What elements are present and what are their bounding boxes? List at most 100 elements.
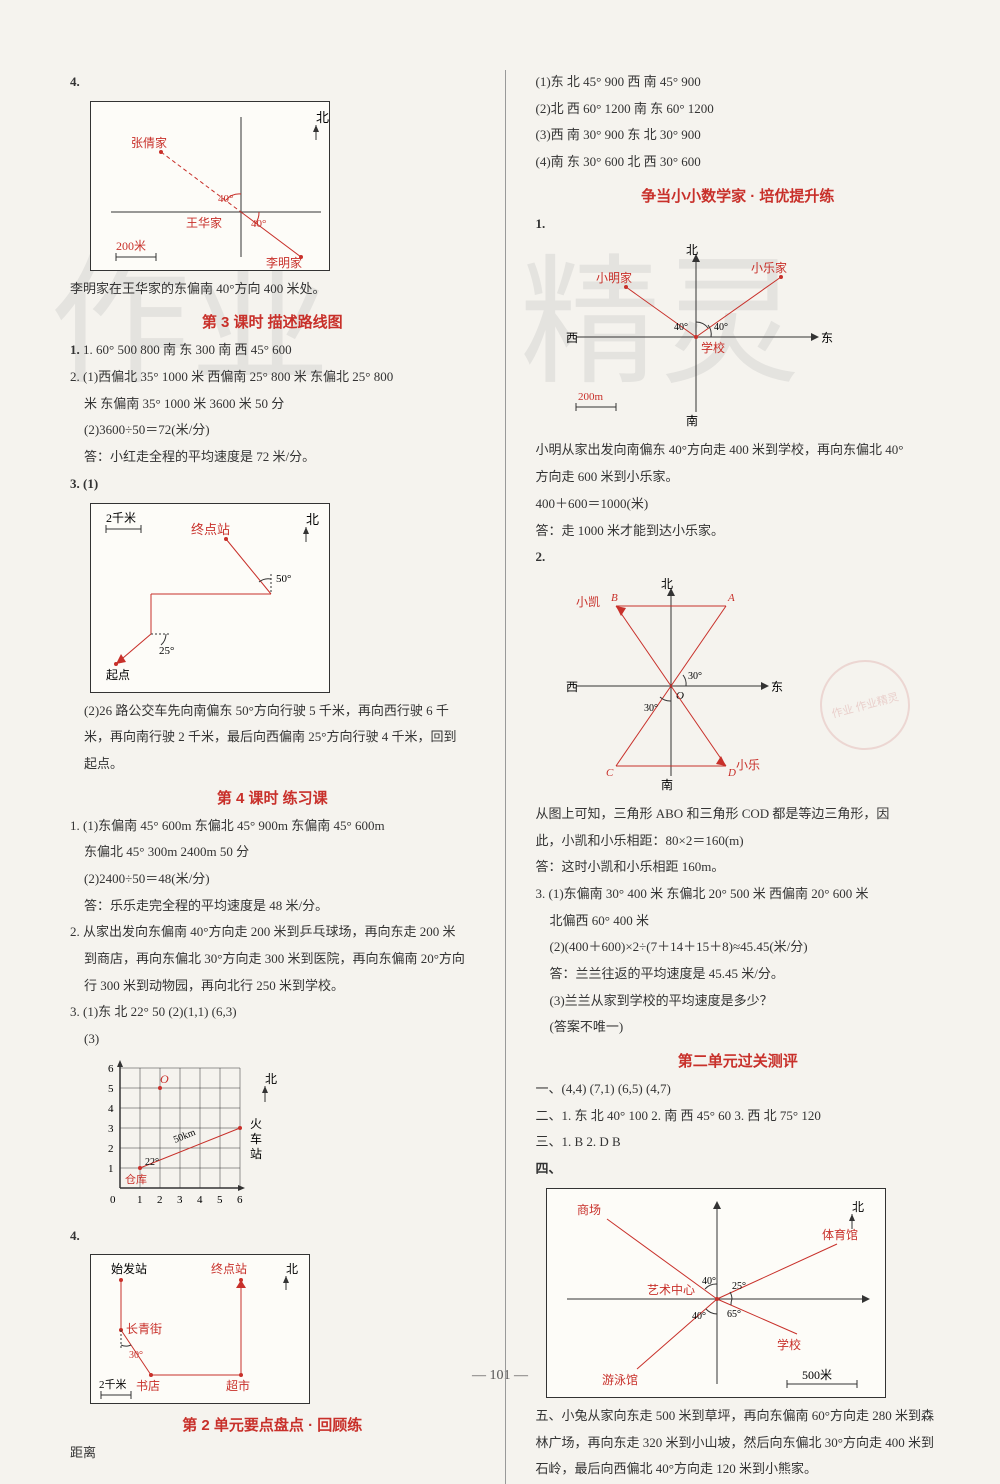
svg-text:O: O bbox=[676, 690, 684, 702]
rq2: 2. bbox=[536, 545, 941, 570]
r5b: 方向走 600 米到小乐家。 bbox=[536, 465, 941, 490]
svg-text:200米: 200米 bbox=[116, 239, 146, 253]
svg-text:2: 2 bbox=[157, 1194, 163, 1206]
r6c: 答：这时小凯和小乐相距 160m。 bbox=[536, 855, 941, 880]
r7e: (3)兰兰从家到学校的平均速度是多少？ bbox=[536, 989, 941, 1014]
svg-text:小乐: 小乐 bbox=[736, 758, 760, 772]
svg-text:25°: 25° bbox=[159, 645, 174, 657]
svg-text:小凯: 小凯 bbox=[576, 595, 600, 609]
l3-2a: 2. (1)西偏北 35° 1000 米 西偏南 25° 800 米 东偏北 2… bbox=[70, 365, 475, 390]
svg-text:终点站: 终点站 bbox=[191, 522, 230, 537]
svg-text:3: 3 bbox=[108, 1123, 114, 1135]
two-column-layout: 4. 北 张倩家 王华家 李明家 40° 40° bbox=[70, 70, 940, 1484]
diagram-2: 北 2千米 终点站 起点 50° bbox=[90, 503, 330, 693]
svg-text:始发站: 始发站 bbox=[111, 1261, 147, 1276]
t1: 一、(4,4) (7,1) (6,5) (4,7) bbox=[536, 1077, 941, 1102]
title-lesson4: 第 4 课时 练习课 bbox=[70, 787, 475, 808]
r2: (2)北 西 60° 1200 南 东 60° 1200 bbox=[536, 97, 941, 122]
svg-text:南: 南 bbox=[686, 413, 698, 428]
svg-text:0: 0 bbox=[110, 1194, 116, 1206]
svg-text:王华家: 王华家 bbox=[186, 215, 222, 230]
rq1: 1. bbox=[536, 212, 941, 237]
l3-3c: 米，再向南行驶 2 千米，最后向西偏南 25°方向行驶 4 千米，回到 bbox=[70, 725, 475, 750]
l3-2b: 米 东偏南 35° 1000 米 3600 米 50 分 bbox=[70, 392, 475, 417]
svg-text:40°: 40° bbox=[692, 1311, 706, 1322]
l4-2c: 行 300 米到动物园，再向北行 250 米到学校。 bbox=[70, 974, 475, 999]
svg-text:25°: 25° bbox=[732, 1281, 746, 1292]
l3-3d: 起点。 bbox=[70, 752, 475, 777]
svg-text:A: A bbox=[727, 592, 735, 604]
l3-2d: 答：小红走全程的平均速度是 72 米/分。 bbox=[70, 445, 475, 470]
svg-text:40°: 40° bbox=[714, 322, 728, 333]
svg-text:体育馆: 体育馆 bbox=[822, 1227, 858, 1242]
title-advanced: 争当小小数学家 · 培优提升练 bbox=[536, 185, 941, 206]
svg-text:北: 北 bbox=[661, 577, 673, 591]
svg-text:车: 车 bbox=[250, 1131, 262, 1146]
r5c: 400＋600＝1000(米) bbox=[536, 492, 941, 517]
svg-text:李明家: 李明家 bbox=[266, 255, 302, 270]
svg-text:学校: 学校 bbox=[701, 340, 725, 355]
svg-text:O: O bbox=[160, 1072, 169, 1086]
svg-text:西: 西 bbox=[566, 331, 578, 345]
svg-text:30°: 30° bbox=[688, 671, 702, 682]
svg-text:西: 西 bbox=[566, 680, 578, 694]
svg-text:B: B bbox=[611, 592, 618, 604]
svg-text:40°: 40° bbox=[251, 218, 266, 230]
l4-3b: (3) bbox=[70, 1027, 475, 1052]
r5d: 答：走 1000 米才能到达小乐家。 bbox=[536, 519, 941, 544]
svg-text:游泳馆: 游泳馆 bbox=[602, 1372, 638, 1387]
svg-text:2千米: 2千米 bbox=[99, 1378, 127, 1391]
svg-text:艺术中心: 艺术中心 bbox=[647, 1282, 695, 1297]
r7d: 答：兰兰往返的平均速度是 45.45 米/分。 bbox=[536, 962, 941, 987]
svg-text:C: C bbox=[606, 767, 614, 779]
svg-text:200m: 200m bbox=[578, 391, 604, 403]
svg-text:4: 4 bbox=[108, 1103, 114, 1115]
svg-text:2: 2 bbox=[108, 1143, 114, 1155]
q4-answer: 李明家在王华家的东偏南 40°方向 400 米处。 bbox=[70, 277, 475, 302]
right-column: (1)东 北 45° 900 西 南 45° 900 (2)北 西 60° 12… bbox=[536, 70, 941, 1484]
svg-text:长青街: 长青街 bbox=[126, 1322, 162, 1336]
r7b: 北偏西 60° 400 米 bbox=[536, 909, 941, 934]
svg-text:终点站: 终点站 bbox=[211, 1261, 247, 1276]
l4-1d: 答：乐乐走完全程的平均速度是 48 米/分。 bbox=[70, 894, 475, 919]
svg-text:北: 北 bbox=[686, 243, 698, 257]
l4-1b: 东偏北 45° 300m 2400m 50 分 bbox=[70, 840, 475, 865]
l4-4: 4. bbox=[70, 1224, 475, 1249]
svg-text:学校: 学校 bbox=[777, 1337, 801, 1352]
r4: (4)南 东 30° 600 北 西 30° 600 bbox=[536, 150, 941, 175]
svg-text:北: 北 bbox=[306, 512, 319, 527]
svg-text:1: 1 bbox=[137, 1194, 143, 1206]
svg-text:30°: 30° bbox=[129, 1350, 143, 1361]
svg-text:500米: 500米 bbox=[802, 1368, 832, 1382]
l4-1c: (2)2400÷50＝48(米/分) bbox=[70, 867, 475, 892]
r3: (3)西 南 30° 900 东 北 30° 900 bbox=[536, 123, 941, 148]
r7f: (答案不唯一) bbox=[536, 1015, 941, 1040]
diagram-1: 北 张倩家 王华家 李明家 40° 40° 200米 bbox=[90, 101, 330, 271]
diagram-6: 北 南 西 东 O B A C D 小凯 小乐 30° 30° bbox=[556, 576, 786, 796]
svg-text:北: 北 bbox=[316, 110, 329, 125]
svg-text:40°: 40° bbox=[218, 193, 233, 205]
t5c: 石岭，最后向西偏北 40°方向走 120 米到小熊家。 bbox=[536, 1457, 941, 1482]
diagram-3: 0 12 34 56 12 34 56 O 仓库 22° 50km 北 火 车 bbox=[90, 1058, 310, 1218]
l4-2a: 2. 从家出发向东偏南 40°方向走 200 米到乒乓球场，再向东走 200 米 bbox=[70, 920, 475, 945]
svg-text:北: 北 bbox=[286, 1262, 298, 1276]
svg-text:30°: 30° bbox=[644, 703, 658, 714]
left-column: 4. 北 张倩家 王华家 李明家 40° 40° bbox=[70, 70, 475, 1484]
svg-text:65°: 65° bbox=[727, 1309, 741, 1320]
svg-text:站: 站 bbox=[250, 1147, 262, 1161]
t3: 三、1. B 2. D B bbox=[536, 1130, 941, 1155]
diagram-7: 北 商场 体育馆 学校 游泳馆 艺术中心 40° 25° 40° 65° bbox=[546, 1188, 886, 1398]
q4-label: 4. bbox=[70, 70, 475, 95]
r6a: 从图上可知，三角形 ABO 和三角形 COD 都是等边三角形，因 bbox=[536, 802, 941, 827]
l4-1a: 1. (1)东偏南 45° 600m 东偏北 45° 900m 东偏南 45° … bbox=[70, 814, 475, 839]
svg-text:北: 北 bbox=[265, 1072, 277, 1086]
l4-2b: 到商店，再向东偏北 30°方向走 300 米到医院，再向东偏南 20°方向 bbox=[70, 947, 475, 972]
svg-text:超市: 超市 bbox=[226, 1378, 250, 1393]
svg-text:50km: 50km bbox=[172, 1127, 197, 1146]
distance-label: 距离 bbox=[70, 1441, 475, 1466]
svg-text:2千米: 2千米 bbox=[106, 511, 136, 525]
l3-1: 1. 1. 60° 500 800 南 东 300 南 西 45° 600 bbox=[70, 338, 475, 363]
r7c: (2)(400＋600)×2÷(7＋14＋15＋8)≈45.45(米/分) bbox=[536, 935, 941, 960]
title-test: 第二单元过关测评 bbox=[536, 1050, 941, 1071]
svg-text:40°: 40° bbox=[674, 322, 688, 333]
